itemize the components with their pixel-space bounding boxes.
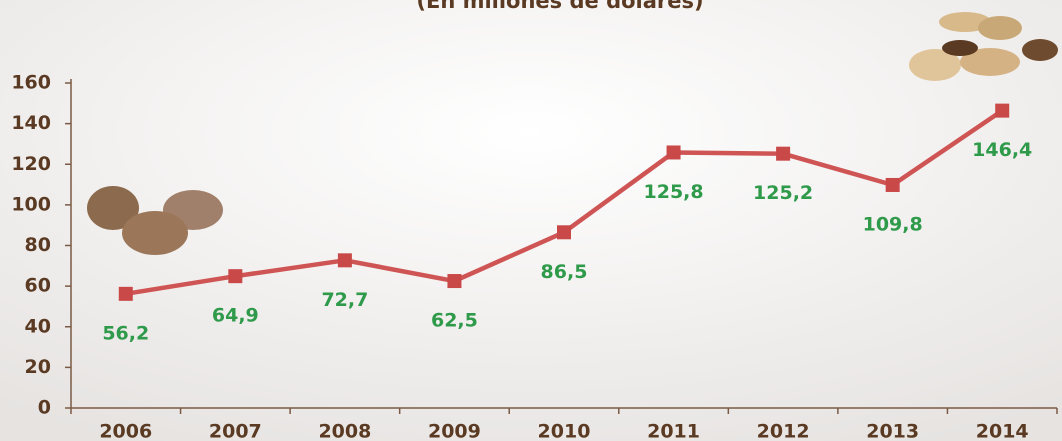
x-tick-label: 2008 (318, 421, 371, 441)
data-label: 125,2 (753, 182, 813, 204)
chart-subtitle: (En millones de dólares) (416, 0, 703, 13)
marker (338, 253, 352, 267)
y-tick-label: 60 (25, 275, 51, 297)
marker (228, 269, 242, 283)
x-tick-label: 2009 (428, 421, 481, 441)
x-tick-label: 2012 (757, 421, 810, 441)
x-tick-label: 2006 (99, 421, 152, 441)
marker (119, 287, 133, 301)
x-tick-label: 2011 (647, 421, 700, 441)
x-tick-label: 2010 (538, 421, 591, 441)
y-tick-label: 140 (11, 112, 51, 134)
chart: (En millones de dólares) 0 20 40 60 80 100 120… (0, 0, 1062, 441)
data-label: 72,7 (321, 289, 368, 311)
y-tick-label: 40 (25, 315, 51, 337)
y-tick-label: 80 (25, 234, 51, 256)
marker (776, 147, 790, 161)
data-label: 86,5 (541, 261, 588, 283)
data-label: 125,8 (644, 181, 704, 203)
marker (995, 104, 1009, 118)
y-tick-label: 120 (11, 153, 51, 175)
x-tick-label: 2014 (976, 421, 1029, 441)
marker (886, 178, 900, 192)
y-tick-label: 100 (11, 193, 51, 215)
x-tick-label: 2007 (209, 421, 262, 441)
marker (557, 225, 571, 239)
y-tick-label: 0 (38, 397, 51, 419)
y-tick-label: 160 (11, 72, 51, 94)
y-tick-label: 20 (25, 356, 51, 378)
data-label: 109,8 (863, 213, 923, 235)
data-label: 146,4 (972, 139, 1032, 161)
data-label: 62,5 (431, 310, 478, 332)
data-label: 56,2 (102, 322, 149, 344)
marker (667, 145, 681, 159)
x-tick-label: 2013 (866, 421, 919, 441)
data-label: 64,9 (212, 305, 259, 327)
marker (447, 274, 461, 288)
